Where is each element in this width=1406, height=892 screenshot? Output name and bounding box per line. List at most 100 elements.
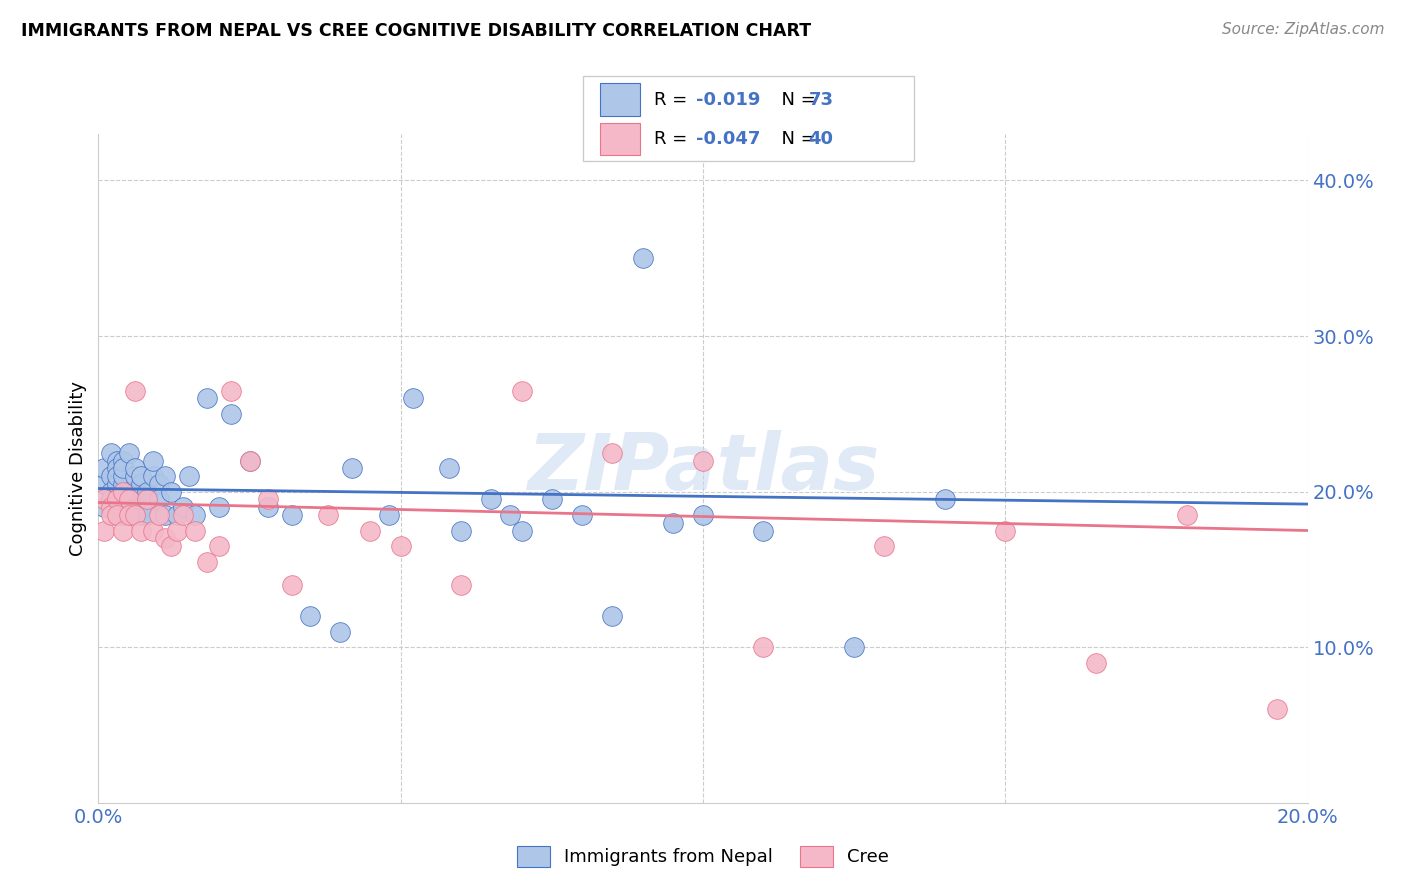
Point — [692, 453, 714, 467]
Point — [93, 500, 115, 515]
Point — [118, 492, 141, 507]
Point — [118, 508, 141, 522]
Point — [118, 492, 141, 507]
Point — [105, 461, 128, 475]
Point — [142, 469, 165, 483]
Point — [481, 492, 503, 507]
Point — [124, 484, 146, 499]
Point — [111, 492, 134, 507]
Point — [129, 476, 152, 491]
Point — [166, 508, 188, 522]
Point — [994, 524, 1017, 538]
Text: R =: R = — [654, 91, 693, 109]
Point — [93, 524, 115, 538]
Point — [402, 392, 425, 406]
Point — [124, 469, 146, 483]
Point — [124, 508, 146, 522]
Point — [111, 469, 134, 483]
Point — [873, 539, 896, 553]
Legend: Immigrants from Nepal, Cree: Immigrants from Nepal, Cree — [510, 838, 896, 874]
Point — [316, 508, 339, 522]
Point — [510, 384, 533, 398]
Point — [135, 492, 157, 507]
Point — [256, 500, 278, 515]
Point — [844, 640, 866, 655]
Point — [93, 476, 115, 491]
Point — [1085, 656, 1108, 670]
Point — [135, 508, 157, 522]
Point — [105, 500, 128, 515]
Point — [221, 407, 243, 421]
Point — [342, 461, 364, 475]
Point — [172, 500, 194, 515]
Point — [184, 524, 207, 538]
Point — [299, 609, 322, 624]
Point — [118, 508, 141, 522]
Point — [498, 508, 520, 522]
Point — [160, 484, 183, 499]
Text: 40: 40 — [808, 130, 834, 148]
Point — [148, 508, 170, 522]
Point — [692, 508, 714, 522]
Point — [360, 524, 382, 538]
Point — [111, 453, 134, 467]
Point — [752, 640, 775, 655]
Point — [100, 492, 122, 507]
Point — [450, 578, 472, 592]
Text: -0.047: -0.047 — [696, 130, 761, 148]
Point — [662, 516, 685, 530]
Point — [752, 524, 775, 538]
Point — [118, 446, 141, 460]
Point — [93, 461, 115, 475]
Text: N =: N = — [770, 91, 823, 109]
Point — [105, 508, 128, 522]
Point — [208, 500, 231, 515]
Point — [160, 539, 183, 553]
Point — [437, 461, 460, 475]
Point — [135, 484, 157, 499]
Point — [100, 469, 122, 483]
Point — [195, 392, 218, 406]
Point — [571, 508, 593, 522]
Point — [389, 539, 412, 553]
Y-axis label: Cognitive Disability: Cognitive Disability — [69, 381, 87, 556]
Point — [111, 461, 134, 475]
Text: 73: 73 — [808, 91, 834, 109]
Point — [148, 492, 170, 507]
Point — [1175, 508, 1198, 522]
Point — [329, 624, 352, 639]
Point — [105, 476, 128, 491]
Point — [540, 492, 562, 507]
Point — [105, 508, 128, 522]
Point — [118, 484, 141, 499]
Point — [934, 492, 956, 507]
Point — [166, 524, 188, 538]
Point — [124, 461, 146, 475]
Point — [100, 500, 122, 515]
Point — [129, 500, 152, 515]
Point — [100, 446, 122, 460]
Text: ZIPatlas: ZIPatlas — [527, 430, 879, 507]
Point — [377, 508, 399, 522]
Point — [129, 524, 152, 538]
Point — [105, 492, 128, 507]
Point — [124, 384, 146, 398]
Point — [172, 508, 194, 522]
Text: IMMIGRANTS FROM NEPAL VS CREE COGNITIVE DISABILITY CORRELATION CHART: IMMIGRANTS FROM NEPAL VS CREE COGNITIVE … — [21, 22, 811, 40]
Text: Source: ZipAtlas.com: Source: ZipAtlas.com — [1222, 22, 1385, 37]
Point — [129, 469, 152, 483]
Text: R =: R = — [654, 130, 693, 148]
Point — [129, 508, 152, 522]
Point — [148, 476, 170, 491]
Point — [184, 508, 207, 522]
Point — [153, 531, 176, 545]
Point — [111, 524, 134, 538]
Point — [450, 524, 472, 538]
Point — [239, 453, 262, 467]
Point — [135, 492, 157, 507]
Point — [153, 508, 176, 522]
Point — [1267, 702, 1289, 716]
Point — [111, 508, 134, 522]
Point — [100, 484, 122, 499]
Point — [105, 453, 128, 467]
